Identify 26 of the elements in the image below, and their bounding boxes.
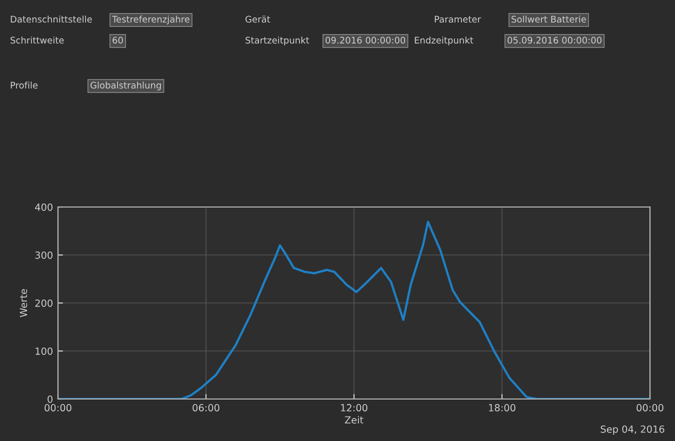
x-tick-label: 12:00 xyxy=(341,404,368,412)
text: 05.09.2016 00:00:00 xyxy=(508,36,602,44)
text: Startzeitpunkt xyxy=(246,36,310,46)
x-tick-label: 06:00 xyxy=(192,404,220,412)
text: Gerät xyxy=(246,16,270,23)
x-tick-label: 00:00 xyxy=(636,404,664,412)
text: Profile xyxy=(10,82,38,89)
text: Testreferenzjahre xyxy=(112,16,190,24)
text: Parameter xyxy=(434,16,481,23)
x-axis-title: Zeit xyxy=(344,416,364,424)
text: Datenschnittstelle xyxy=(10,16,92,23)
text: Sollwert Batterie xyxy=(512,16,586,23)
text: 09.2016 00:00:00 xyxy=(326,36,406,44)
y-tick-label: 200 xyxy=(35,299,52,307)
text: 60 xyxy=(112,36,123,44)
text: Sep 04, 2016 xyxy=(600,425,664,435)
y-tick-label: 400 xyxy=(35,203,52,211)
x-tick-label: 18:00 xyxy=(489,404,516,412)
y-axis-title: Werte xyxy=(20,289,28,318)
y-tick-label: 100 xyxy=(36,347,52,355)
y-tick-label: 300 xyxy=(35,251,52,259)
text: Endzeitpunkt xyxy=(414,36,474,46)
y-tick-label: 0 xyxy=(48,395,52,403)
x-tick-label: 00:00 xyxy=(44,404,72,412)
text: Globalstrahlung xyxy=(90,82,161,90)
text: Schrittweite xyxy=(10,36,64,44)
